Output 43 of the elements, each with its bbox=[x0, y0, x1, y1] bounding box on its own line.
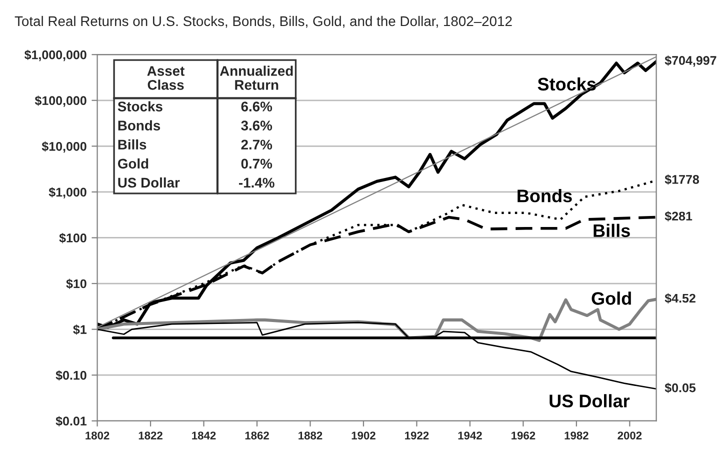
series-label: Bills bbox=[594, 224, 630, 238]
annotation: Stocks bbox=[118, 101, 162, 112]
x-tick-label: 1962 bbox=[512, 432, 536, 440]
annotation: 6.6% bbox=[241, 102, 272, 112]
text: $704,997 bbox=[664, 56, 716, 67]
y-tick-label: $0.10 bbox=[56, 370, 86, 381]
series-label: US Dollar bbox=[550, 394, 630, 408]
series-label: Gold bbox=[592, 292, 631, 305]
y-tick-label: $10 bbox=[66, 278, 86, 289]
x-tick-label: 1822 bbox=[138, 432, 162, 440]
annotation: 2.7% bbox=[241, 140, 272, 150]
y-tick-label: $100 bbox=[59, 232, 86, 244]
text: $281 bbox=[664, 211, 692, 222]
series-label: Stocks bbox=[538, 77, 596, 91]
annotation: Asset Class bbox=[147, 66, 185, 90]
annotation: US Dollar bbox=[118, 177, 180, 188]
annotation: 3.6% bbox=[241, 120, 272, 131]
x-tick-label: 2002 bbox=[618, 432, 642, 440]
annotation: Bills bbox=[118, 139, 146, 150]
y-tick-label: $10,000 bbox=[42, 141, 86, 153]
y-tick-label: $100,000 bbox=[34, 96, 86, 107]
series-label: Bonds bbox=[518, 189, 572, 202]
y-tick-label: $1 bbox=[73, 324, 87, 335]
y-tick-label: $1,000,000 bbox=[24, 50, 86, 62]
text: $4.52 bbox=[664, 293, 696, 304]
annotation: Bonds bbox=[118, 120, 160, 130]
x-tick-label: 1882 bbox=[298, 432, 322, 440]
x-tick-label: 1982 bbox=[564, 432, 588, 440]
x-tick-label: 1842 bbox=[192, 432, 216, 440]
x-tick-label: 1862 bbox=[245, 432, 269, 440]
x-tick-label: 1942 bbox=[458, 432, 482, 440]
text: $1778 bbox=[664, 174, 700, 185]
y-tick-label: $0.01 bbox=[56, 416, 87, 426]
text: $0.05 bbox=[664, 382, 696, 394]
annotation: Gold bbox=[118, 158, 148, 169]
x-tick-label: 1802 bbox=[86, 432, 110, 440]
annotation: Annualized Return bbox=[220, 66, 293, 90]
annotation: -1.4% bbox=[239, 178, 274, 188]
chart-title: Total Real Returns on U.S. Stocks, Bonds, Bills, Gold, and the Dollar, 1802–2012 bbox=[14, 16, 512, 28]
x-tick-label: 1902 bbox=[352, 432, 376, 440]
y-tick-label: $1,000 bbox=[48, 187, 86, 198]
x-tick-label: 1922 bbox=[405, 432, 429, 440]
annotation: 0.7% bbox=[241, 158, 272, 169]
